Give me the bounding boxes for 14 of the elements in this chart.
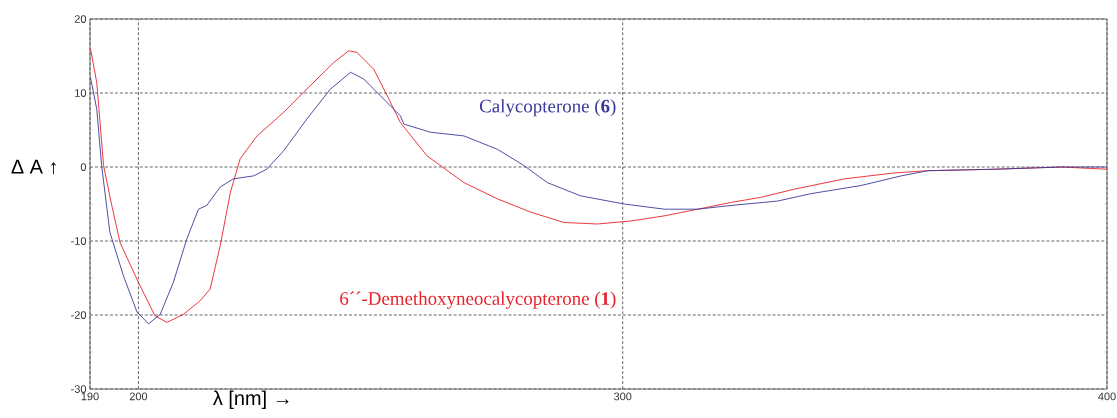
x-axis-title: λ [nm] →: [213, 390, 289, 410]
y-tick-label: -20: [71, 311, 87, 319]
x-tick-label: 200: [129, 392, 148, 401]
text: 6´´-Demethoxyneocalycopterone (1): [340, 291, 616, 309]
x-tick-label: 300: [614, 392, 632, 401]
y-tick-label: -10: [71, 237, 87, 245]
y-tick-label: 10: [75, 89, 87, 97]
y-tick-label: -30: [71, 385, 87, 393]
series-label: Calycopterone (6): [479, 99, 616, 117]
y-tick-label: 0: [80, 163, 87, 171]
y-tick-label: 20: [74, 15, 87, 23]
x-tick-label: 190: [81, 392, 99, 401]
y-axis-title: Δ A ↑: [11, 159, 56, 175]
x-tick-label: 400: [1098, 392, 1116, 401]
